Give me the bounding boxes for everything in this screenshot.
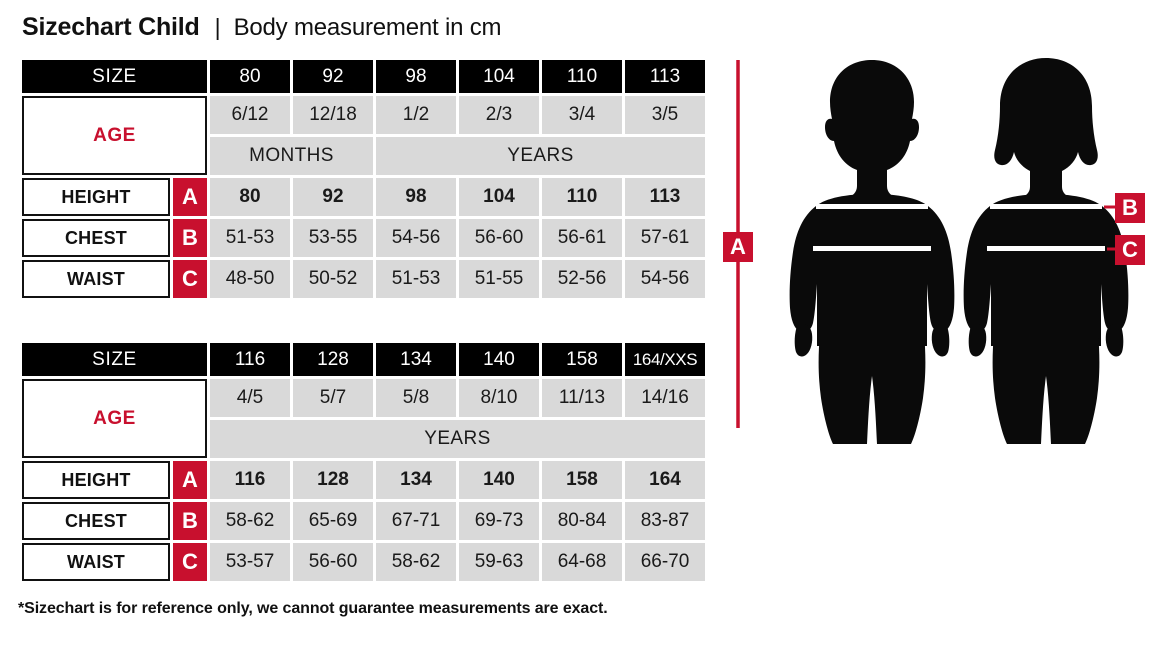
size-header-label: SIZE bbox=[22, 60, 207, 93]
chest-band-girl bbox=[990, 204, 1102, 209]
marker-badge-c: C bbox=[1115, 235, 1145, 265]
measurement-cell: 80-84 bbox=[542, 502, 622, 540]
title-separator: | bbox=[214, 14, 221, 40]
measurement-badge-a: A bbox=[173, 461, 207, 499]
size-header-cell: 140 bbox=[459, 343, 539, 376]
measurement-figure-panel: A B C bbox=[712, 46, 1162, 446]
boy-silhouette bbox=[789, 60, 955, 444]
measurement-cell: 134 bbox=[376, 461, 456, 499]
size-header-cell: 116 bbox=[210, 343, 290, 376]
measurement-badge-b: B bbox=[173, 219, 207, 257]
age-cell: 5/8 bbox=[376, 379, 456, 417]
age-cell: 1/2 bbox=[376, 96, 456, 134]
measurement-cell: 58-62 bbox=[210, 502, 290, 540]
size-header-cell: 113 bbox=[625, 60, 705, 93]
measurement-label-height: HEIGHT bbox=[22, 178, 170, 216]
size-header-label: SIZE bbox=[22, 343, 207, 376]
age-cell: 5/7 bbox=[293, 379, 373, 417]
size-header-cell: 80 bbox=[210, 60, 290, 93]
measurement-cell: 164 bbox=[625, 461, 705, 499]
size-header-cell: 98 bbox=[376, 60, 456, 93]
sizechart-table-small: SIZE 80 92 98 104 110 113 AGE 6/12 12/18… bbox=[22, 60, 705, 298]
measurement-cell: 128 bbox=[293, 461, 373, 499]
sizechart-table-large: SIZE 116 128 134 140 158 164/XXS AGE 4/5… bbox=[22, 343, 705, 581]
measurement-cell: 116 bbox=[210, 461, 290, 499]
measurement-cell: 83-87 bbox=[625, 502, 705, 540]
measurement-label-height: HEIGHT bbox=[22, 461, 170, 499]
measurement-badge-a: A bbox=[173, 178, 207, 216]
age-cell: 2/3 bbox=[459, 96, 539, 134]
measurement-cell: 158 bbox=[542, 461, 622, 499]
measurement-cell: 57-61 bbox=[625, 219, 705, 257]
measurement-cell: 66-70 bbox=[625, 543, 705, 581]
measurement-cell: 67-71 bbox=[376, 502, 456, 540]
waist-band-girl bbox=[987, 246, 1105, 251]
measurement-cell: 64-68 bbox=[542, 543, 622, 581]
age-unit-months: MONTHS bbox=[210, 137, 373, 175]
girl-silhouette bbox=[963, 58, 1129, 444]
age-label-box: AGE bbox=[22, 96, 207, 175]
size-header-cell: 158 bbox=[542, 343, 622, 376]
measurement-cell: 53-55 bbox=[293, 219, 373, 257]
age-label-box: AGE bbox=[22, 379, 207, 458]
measurement-cell: 69-73 bbox=[459, 502, 539, 540]
measurement-cell: 54-56 bbox=[376, 219, 456, 257]
measurement-cell: 54-56 bbox=[625, 260, 705, 298]
age-cell: 6/12 bbox=[210, 96, 290, 134]
measurement-cell: 51-55 bbox=[459, 260, 539, 298]
measurement-cell: 50-52 bbox=[293, 260, 373, 298]
measurement-cell: 80 bbox=[210, 178, 290, 216]
age-cell: 4/5 bbox=[210, 379, 290, 417]
measurement-cell: 58-62 bbox=[376, 543, 456, 581]
body-measurement-diagram bbox=[736, 58, 1129, 444]
size-header-cell: 164/XXS bbox=[625, 343, 705, 376]
measurement-cell: 59-63 bbox=[459, 543, 539, 581]
measurement-label-chest: CHEST bbox=[22, 219, 170, 257]
measurement-cell: 104 bbox=[459, 178, 539, 216]
age-unit-years: YEARS bbox=[376, 137, 705, 175]
age-cell: 3/4 bbox=[542, 96, 622, 134]
measurement-cell: 53-57 bbox=[210, 543, 290, 581]
title-main: Sizechart Child bbox=[22, 13, 200, 41]
age-unit-years: YEARS bbox=[210, 420, 705, 458]
size-header-cell: 128 bbox=[293, 343, 373, 376]
measurement-label-waist: WAIST bbox=[22, 260, 170, 298]
measurement-cell: 51-53 bbox=[210, 219, 290, 257]
age-cell: 11/13 bbox=[542, 379, 622, 417]
measurement-label-waist: WAIST bbox=[22, 543, 170, 581]
marker-badge-b: B bbox=[1115, 193, 1145, 223]
measurement-cell: 65-69 bbox=[293, 502, 373, 540]
waist-band-boy bbox=[813, 246, 931, 251]
age-cell: 8/10 bbox=[459, 379, 539, 417]
size-header-cell: 134 bbox=[376, 343, 456, 376]
marker-badge-a: A bbox=[723, 232, 753, 262]
age-cell: 12/18 bbox=[293, 96, 373, 134]
measurement-cell: 140 bbox=[459, 461, 539, 499]
measurement-cell: 56-61 bbox=[542, 219, 622, 257]
age-cell: 3/5 bbox=[625, 96, 705, 134]
measurement-badge-c: C bbox=[173, 260, 207, 298]
measurement-cell: 52-56 bbox=[542, 260, 622, 298]
measurement-badge-c: C bbox=[173, 543, 207, 581]
measurement-cell: 48-50 bbox=[210, 260, 290, 298]
measurement-cell: 56-60 bbox=[459, 219, 539, 257]
measurement-cell: 110 bbox=[542, 178, 622, 216]
page-title: Sizechart Child | Body measurement in cm bbox=[22, 13, 501, 42]
size-header-cell: 92 bbox=[293, 60, 373, 93]
size-header-cell: 110 bbox=[542, 60, 622, 93]
measurement-badge-b: B bbox=[173, 502, 207, 540]
title-subtitle: Body measurement in cm bbox=[233, 13, 502, 41]
measurement-cell: 113 bbox=[625, 178, 705, 216]
measurement-cell: 92 bbox=[293, 178, 373, 216]
chest-band-boy bbox=[816, 204, 928, 209]
footnote-disclaimer: *Sizechart is for reference only, we can… bbox=[18, 600, 608, 617]
measurement-label-chest: CHEST bbox=[22, 502, 170, 540]
size-header-cell: 104 bbox=[459, 60, 539, 93]
measurement-cell: 51-53 bbox=[376, 260, 456, 298]
measurement-cell: 98 bbox=[376, 178, 456, 216]
age-cell: 14/16 bbox=[625, 379, 705, 417]
measurement-cell: 56-60 bbox=[293, 543, 373, 581]
